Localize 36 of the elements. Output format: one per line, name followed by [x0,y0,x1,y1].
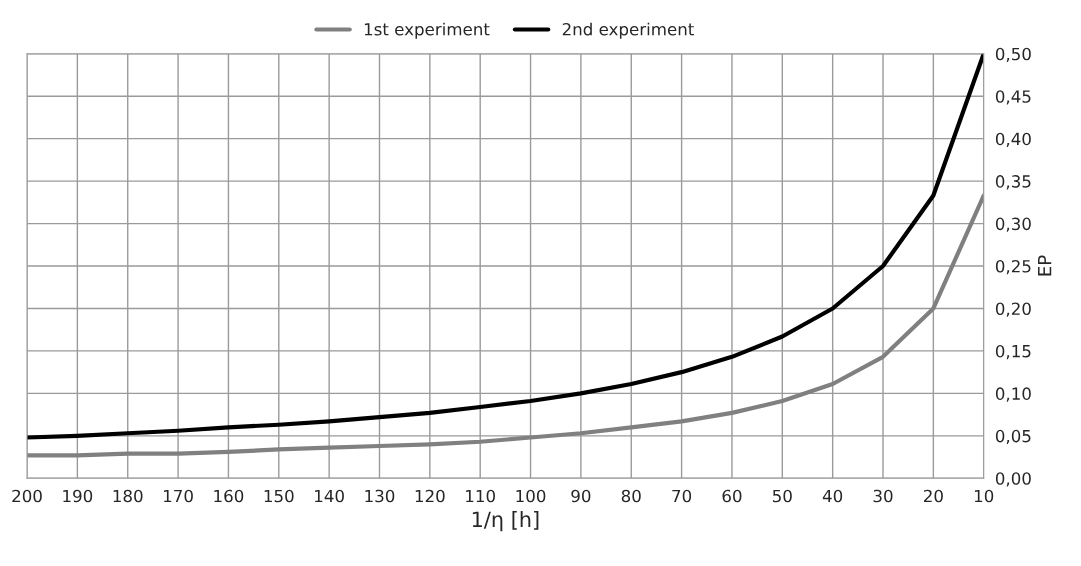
x-tick-label: 180 [113,489,143,503]
x-tick-label: 70 [672,489,692,503]
y-tick-label: 0,40 [995,132,1031,147]
x-tick-label: 30 [873,489,893,503]
x-tick-label: 190 [63,489,93,503]
x-tick-label: 200 [12,489,42,503]
x-tick-label: 100 [516,489,546,503]
y-tick-label: 0,10 [995,387,1031,402]
x-tick-label: 160 [214,489,244,503]
y-tick-label: 0,00 [995,472,1031,487]
x-tick-label: 170 [164,489,193,503]
x-tick-label: 140 [315,489,344,503]
x-tick-label: 60 [722,489,742,503]
x-tick-label: 130 [365,489,395,503]
x-tick-label: 40 [822,489,843,503]
y-axis-title: EP [1038,255,1052,276]
y-tick-label: 0,30 [995,217,1031,232]
x-tick-label: 90 [571,489,591,503]
y-tick-label: 0,25 [995,259,1031,275]
y-tick-label: 0,35 [995,175,1031,190]
x-tick-label: 150 [264,489,294,503]
y-tick-label: 0,20 [995,302,1031,317]
x-tick-label: 10 [974,489,994,503]
legend-label: 1st experiment [364,22,490,39]
y-tick-label: 0,50 [995,47,1031,63]
x-axis-title: 1/η [h] [472,511,539,532]
x-tick-label: 50 [772,489,792,503]
y-tick-label: 0,45 [995,90,1031,105]
line-series [27,193,984,458]
y-tick-label: 0,05 [995,429,1031,445]
x-tick-label: 80 [621,489,641,503]
x-tick-label: 120 [415,489,445,503]
legend-label: 2nd experiment [562,22,694,39]
y-tick-label: 0,15 [995,344,1031,360]
x-tick-label: 110 [466,489,495,503]
x-tick-label: 20 [923,489,943,503]
